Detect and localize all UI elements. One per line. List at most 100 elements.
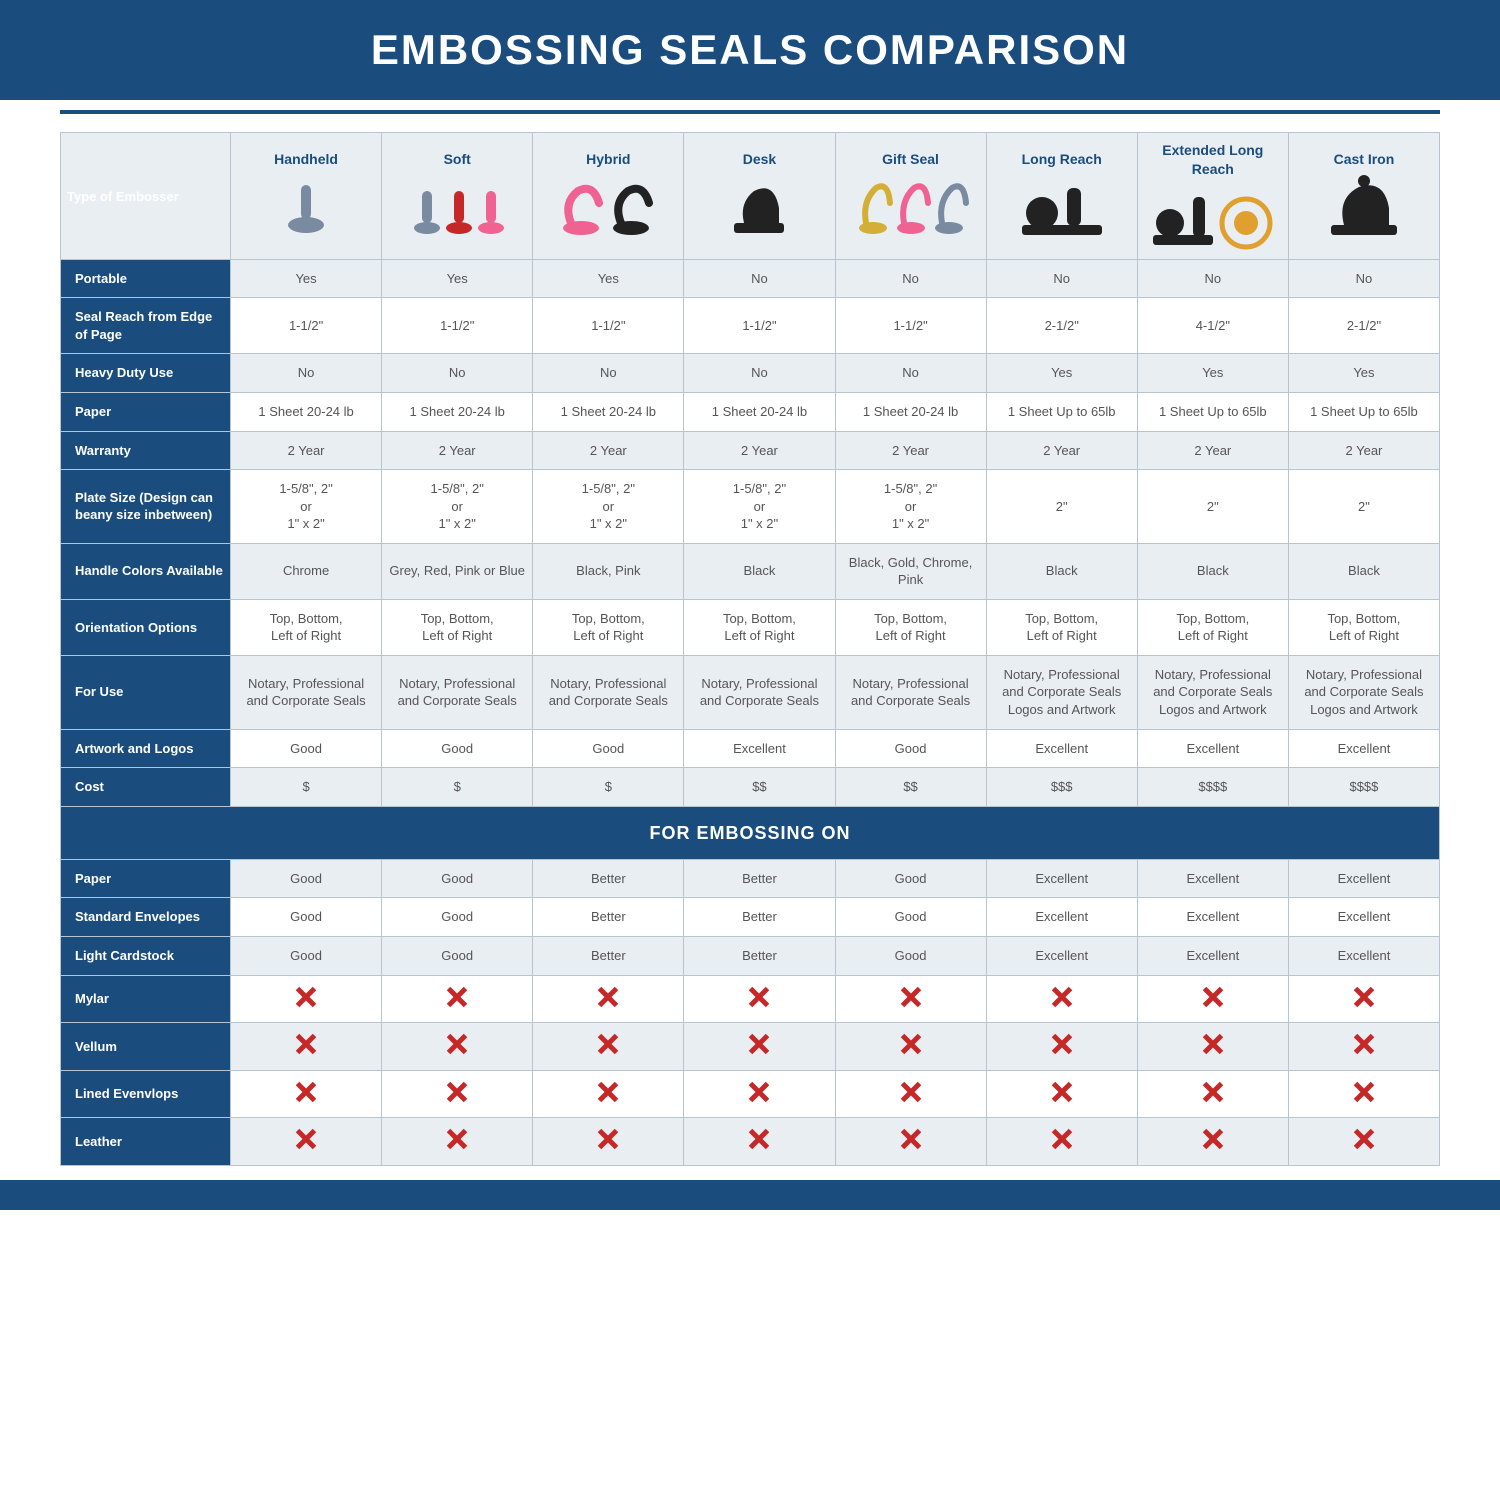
not-supported-icon	[295, 986, 317, 1008]
table-cell	[533, 1070, 684, 1118]
table-cell: Good	[231, 898, 382, 937]
comparison-table: Type of Embosser Handheld Soft Hybrid Desk…	[60, 132, 1440, 1166]
table-cell: 1 Sheet 20-24 lb	[835, 392, 986, 431]
row-label: Leather	[61, 1118, 231, 1166]
hybrid-embosser-pair-icon	[539, 173, 677, 243]
row-label: Standard Envelopes	[61, 898, 231, 937]
not-supported-icon	[597, 1081, 619, 1103]
not-supported-icon	[748, 986, 770, 1008]
table-cell: Top, Bottom,Left of Right	[1288, 599, 1439, 655]
table-cell: Notary, Professional and Corporate Seals	[533, 655, 684, 729]
table-cell	[1137, 1070, 1288, 1118]
table-cell: No	[382, 354, 533, 393]
desk-embosser-icon	[690, 173, 828, 243]
table-cell: Black	[684, 543, 835, 599]
row-label: Vellum	[61, 1023, 231, 1071]
table-cell: 1-5/8", 2"or1" x 2"	[533, 470, 684, 544]
table-cell: 1 Sheet 20-24 lb	[533, 392, 684, 431]
not-supported-icon	[1051, 1081, 1073, 1103]
header-row-label: Type of Embosser	[61, 133, 231, 260]
table-cell: Better	[533, 859, 684, 898]
table-cell: 1 Sheet Up to 65lb	[986, 392, 1137, 431]
table-cell: Top, Bottom,Left of Right	[382, 599, 533, 655]
table-cell: $	[382, 768, 533, 807]
table-cell	[231, 1118, 382, 1166]
table-cell: 2 Year	[533, 431, 684, 470]
table-cell: No	[835, 259, 986, 298]
table-cell: Excellent	[1288, 729, 1439, 768]
table-cell: 1-1/2"	[533, 298, 684, 354]
table-cell: Excellent	[1137, 937, 1288, 976]
table-cell: Excellent	[1288, 898, 1439, 937]
table-cell: No	[684, 354, 835, 393]
table-cell: No	[533, 354, 684, 393]
table-cell	[382, 1023, 533, 1071]
table-cell: $$$$	[1288, 768, 1439, 807]
table-cell: Top, Bottom,Left of Right	[835, 599, 986, 655]
table-cell	[1137, 1023, 1288, 1071]
table-cell: 1-1/2"	[382, 298, 533, 354]
column-header: Desk	[684, 133, 835, 260]
not-supported-icon	[1051, 1128, 1073, 1150]
column-name: Hybrid	[539, 150, 677, 169]
table-cell: $	[231, 768, 382, 807]
table-cell	[1137, 975, 1288, 1023]
not-supported-icon	[597, 1033, 619, 1055]
table-cell: Good	[231, 729, 382, 768]
table-cell: 2 Year	[1137, 431, 1288, 470]
table-cell: 1-1/2"	[684, 298, 835, 354]
table-cell: Top, Bottom,Left of Right	[1137, 599, 1288, 655]
table-cell	[1288, 1118, 1439, 1166]
extended-long-reach-embosser-pair-icon	[1144, 183, 1282, 253]
column-header: Long Reach	[986, 133, 1137, 260]
table-cell: Excellent	[986, 859, 1137, 898]
column-name: Handheld	[237, 150, 375, 169]
table-cell	[986, 1118, 1137, 1166]
not-supported-icon	[295, 1033, 317, 1055]
table-cell: 1 Sheet 20-24 lb	[382, 392, 533, 431]
table-cell: Excellent	[1137, 729, 1288, 768]
gift-seal-trio-icon	[842, 173, 980, 243]
table-cell	[231, 975, 382, 1023]
table-cell: 1-5/8", 2"or1" x 2"	[231, 470, 382, 544]
table-cell: Better	[684, 859, 835, 898]
table-cell: No	[231, 354, 382, 393]
not-supported-icon	[295, 1081, 317, 1103]
not-supported-icon	[900, 1081, 922, 1103]
page-title: EMBOSSING SEALS COMPARISON	[0, 0, 1500, 100]
not-supported-icon	[1202, 1033, 1224, 1055]
not-supported-icon	[900, 1033, 922, 1055]
row-label: Paper	[61, 859, 231, 898]
table-cell: Excellent	[684, 729, 835, 768]
column-header: Soft	[382, 133, 533, 260]
table-cell: Good	[382, 937, 533, 976]
row-label: Orientation Options	[61, 599, 231, 655]
column-name: Cast Iron	[1295, 150, 1433, 169]
table-cell: 1 Sheet Up to 65lb	[1288, 392, 1439, 431]
table-cell: Good	[231, 859, 382, 898]
table-cell	[986, 1023, 1137, 1071]
table-cell: Good	[382, 898, 533, 937]
table-cell: Excellent	[986, 729, 1137, 768]
not-supported-icon	[1202, 986, 1224, 1008]
not-supported-icon	[748, 1081, 770, 1103]
table-cell: Notary, Professional and Corporate Seals…	[1137, 655, 1288, 729]
soft-embosser-trio-icon	[388, 173, 526, 243]
section-divider: FOR EMBOSSING ON	[61, 806, 1440, 859]
not-supported-icon	[446, 1033, 468, 1055]
row-label: Handle Colors Available	[61, 543, 231, 599]
table-cell: Better	[684, 898, 835, 937]
table-cell: $	[533, 768, 684, 807]
table-cell: Notary, Professional and Corporate Seals	[231, 655, 382, 729]
not-supported-icon	[597, 1128, 619, 1150]
not-supported-icon	[1051, 1033, 1073, 1055]
table-cell	[684, 975, 835, 1023]
table-cell: $$$	[986, 768, 1137, 807]
table-cell: Good	[231, 937, 382, 976]
not-supported-icon	[1353, 986, 1375, 1008]
table-cell: Excellent	[1137, 859, 1288, 898]
not-supported-icon	[597, 986, 619, 1008]
column-header: Hybrid	[533, 133, 684, 260]
row-label: Portable	[61, 259, 231, 298]
table-cell	[835, 1023, 986, 1071]
